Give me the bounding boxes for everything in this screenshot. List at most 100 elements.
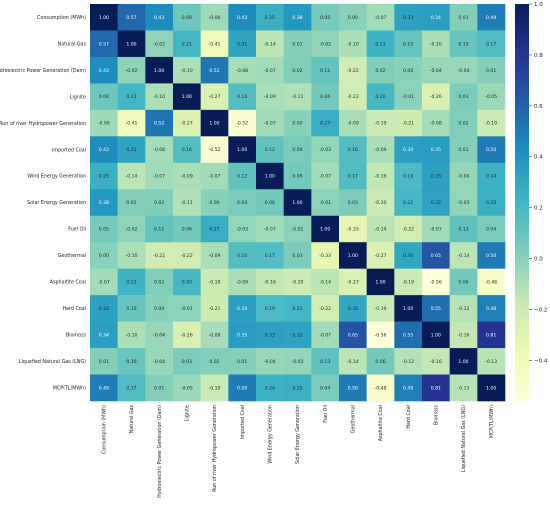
cell-value-label: -0.22 [181, 253, 193, 259]
heatmap-cell [145, 136, 174, 164]
cell-value-label: 0.02 [375, 68, 385, 74]
column-label: Biomass [433, 405, 439, 426]
heatmap-cell [90, 215, 118, 243]
column-label: MCP(TL/MWh) [489, 405, 495, 438]
heatmap-cell [200, 348, 229, 375]
heatmap-cell [394, 295, 423, 322]
cell-value-label: 0.43 [99, 147, 109, 153]
cell-value-label: -0.08 [430, 121, 442, 127]
heatmap-cell [339, 56, 367, 84]
cell-value-label: 0.10 [458, 41, 468, 47]
cell-value-label: 0.01 [458, 15, 468, 21]
heatmap-cell [145, 162, 174, 190]
heatmap-cell [477, 348, 506, 375]
heatmap-cell [173, 4, 201, 31]
cell-value-label: -0.14 [458, 253, 470, 259]
cell-value-label: 1.00 [458, 359, 468, 365]
heatmap-cell [339, 4, 367, 31]
heatmap-cell [394, 215, 423, 243]
cell-value-label: -0.07 [264, 68, 276, 74]
heatmap-cell [422, 321, 450, 349]
column-label: Natural Gas [129, 405, 135, 434]
heatmap-cell [256, 215, 284, 243]
heatmap-cell [311, 189, 340, 217]
cell-value-label: 0.00 [348, 15, 358, 21]
heatmap-cell [311, 162, 340, 190]
column-label: Fuel Oil [323, 405, 329, 423]
heatmap-cell [117, 242, 146, 269]
heatmap-cell [90, 374, 118, 402]
heatmap-cell [173, 136, 201, 164]
cell-value-label: 0.49 [486, 15, 496, 21]
cell-value-label: 0.57 [126, 15, 136, 21]
cell-value-label: -0.22 [153, 253, 165, 259]
heatmap-cell [256, 56, 284, 84]
cell-value-label: -0.22 [347, 68, 359, 74]
heatmap-cell [366, 30, 395, 58]
cell-value-label: 0.43 [237, 15, 247, 21]
cell-value-label: 0.25 [486, 200, 496, 206]
cell-value-label: 0.00 [292, 121, 302, 127]
heatmap-cell [339, 348, 367, 375]
cell-value-label: 0.17 [348, 174, 358, 180]
heatmap-cell [173, 242, 201, 269]
cell-value-label: -0.26 [430, 94, 442, 100]
heatmap-cell [449, 162, 478, 190]
heatmap-cell [228, 109, 257, 137]
heatmap-cell [339, 321, 367, 349]
heatmap-cell [117, 268, 146, 296]
cell-value-label: 0.49 [99, 385, 109, 391]
cell-value-label: 0.11 [320, 68, 330, 74]
cell-value-label: 0.03 [292, 253, 302, 259]
cell-value-label: 0.16 [348, 147, 358, 153]
cell-value-label: 1.00 [375, 280, 385, 286]
cell-value-label: 0.57 [99, 41, 109, 47]
cell-value-label: -0.01 [402, 94, 414, 100]
heatmap-cell [145, 109, 174, 137]
column-label: Wind Energy Generation [267, 405, 273, 464]
heatmap-cell [145, 374, 174, 402]
cell-value-label: 1.00 [99, 15, 109, 21]
heatmap-cell [283, 242, 312, 269]
heatmap-cell [117, 4, 146, 31]
heatmap-cell [256, 109, 284, 137]
heatmap-cell [311, 242, 340, 269]
heatmap-cell [339, 215, 367, 243]
heatmap-cell [339, 109, 367, 137]
cell-value-label: -0.01 [319, 200, 331, 206]
heatmap-cell [117, 215, 146, 243]
column-label: Geothermal [350, 405, 356, 433]
row-label: Fuel Oil [68, 227, 86, 233]
heatmap-cell [477, 189, 506, 217]
heatmap-cell [283, 215, 312, 243]
column-label: Consumption (MWh) [101, 405, 107, 454]
heatmap-cell [394, 30, 423, 58]
cell-value-label: 0.31 [126, 147, 136, 153]
cell-value-label: 0.65 [431, 253, 441, 259]
cell-value-label: -0.11 [292, 94, 304, 100]
heatmap-cell [477, 242, 506, 269]
cell-value-label: -0.16 [375, 174, 387, 180]
heatmap-cell [117, 109, 146, 137]
heatmap-cell [422, 30, 450, 58]
cell-value-label: 0.01 [292, 41, 302, 47]
colorbar-tick-label: 0.8 [534, 53, 543, 59]
cell-value-label: -0.08 [209, 332, 221, 338]
row-label: Wind Energy Generation [27, 174, 86, 180]
heatmap-cell [200, 109, 229, 137]
heatmap-cell [366, 162, 395, 190]
heatmap-cell [173, 56, 201, 84]
cell-value-label: -0.20 [292, 280, 304, 286]
heatmap-cell [339, 268, 367, 296]
heatmap-cell [173, 295, 201, 322]
cell-value-label: -0.41 [126, 121, 138, 127]
heatmap-cell [90, 295, 118, 322]
heatmap-cell [200, 4, 229, 31]
cell-value-label: 0.30 [348, 306, 358, 312]
cell-value-label: -0.07 [375, 15, 387, 21]
cell-value-label: 0.13 [320, 359, 330, 365]
row-label: Geothermal [58, 253, 86, 259]
heatmap-cell [117, 136, 146, 164]
heatmap-cell [394, 83, 423, 111]
